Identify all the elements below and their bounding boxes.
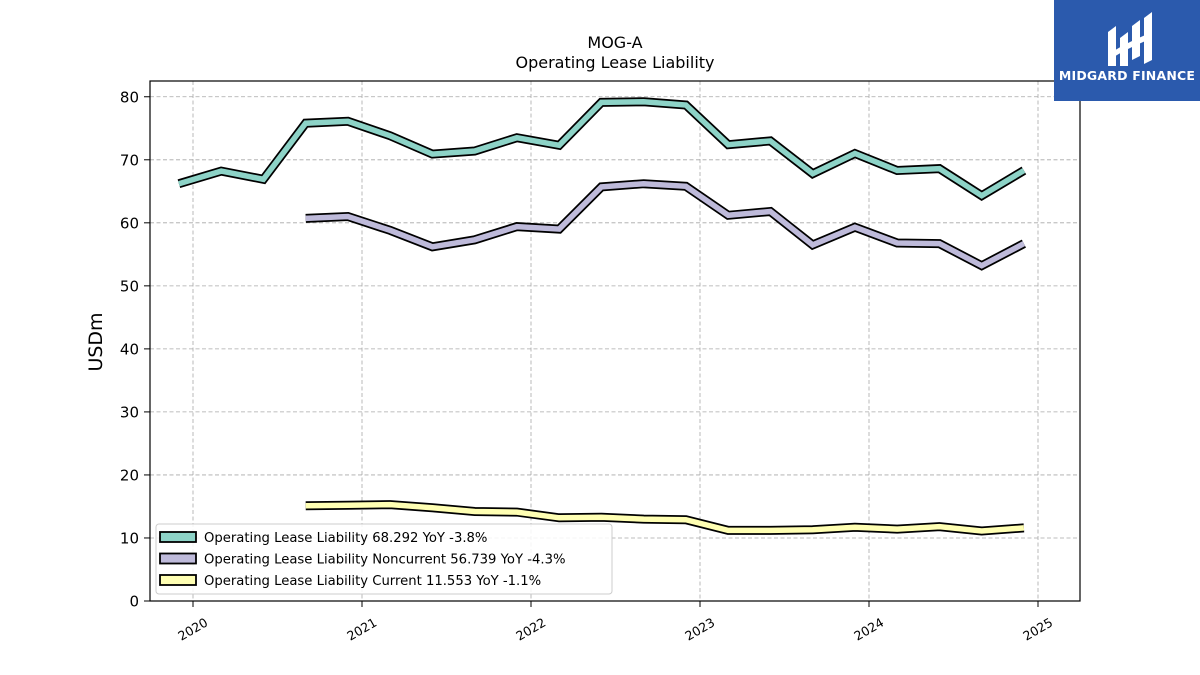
y-tick-label: 80 xyxy=(120,88,139,106)
logo-mark-icon xyxy=(1108,12,1152,66)
x-tick-label: 2021 xyxy=(344,615,379,644)
legend: Operating Lease Liability 68.292 YoY -3.… xyxy=(155,523,613,595)
x-tick-label: 2025 xyxy=(1020,615,1055,644)
legend-label: Operating Lease Liability Noncurrent 56.… xyxy=(204,553,566,568)
legend-label: Operating Lease Liability 68.292 YoY -3.… xyxy=(204,531,487,546)
y-tick-label: 20 xyxy=(120,466,139,484)
grid xyxy=(150,81,1080,602)
legend-swatch xyxy=(159,574,197,586)
legend-swatch xyxy=(159,552,197,565)
x-axis: 2020 2021 2022 2023 2024 2025 xyxy=(175,601,1055,644)
y-tick-label: 30 xyxy=(120,403,139,421)
series-line-outline xyxy=(177,97,1027,201)
x-tick-label: 2023 xyxy=(682,615,717,644)
series-line xyxy=(305,501,1025,534)
series-line xyxy=(178,99,1026,199)
y-tick-label: 40 xyxy=(120,340,139,358)
y-axis-label: USDm xyxy=(85,312,107,371)
logo-text: MIDGARD FINANCE xyxy=(1058,68,1196,83)
y-tick-label: 50 xyxy=(120,277,139,295)
chart-subtitle: Operating Lease Liability xyxy=(515,53,714,72)
plot-frame xyxy=(149,80,1081,602)
y-tick-label: 10 xyxy=(120,529,139,547)
series-line-outline xyxy=(305,179,1026,271)
chart-title: MOG-A xyxy=(587,33,642,52)
brand-logo: MIDGARD FINANCE xyxy=(1054,0,1200,101)
y-tick-label: 70 xyxy=(120,151,139,169)
y-tick-label: 0 xyxy=(129,593,139,611)
y-axis: 0 10 20 30 40 50 60 70 80 xyxy=(120,88,150,611)
legend-box xyxy=(155,523,613,595)
series-lines xyxy=(177,97,1027,536)
legend-swatch xyxy=(159,531,197,543)
x-tick-label: 2020 xyxy=(175,615,210,644)
series-line xyxy=(305,180,1026,269)
x-tick-label: 2024 xyxy=(851,615,886,644)
x-tick-label: 2022 xyxy=(513,615,548,644)
y-tick-label: 60 xyxy=(120,214,139,232)
legend-label: Operating Lease Liability Current 11.553… xyxy=(204,574,541,589)
